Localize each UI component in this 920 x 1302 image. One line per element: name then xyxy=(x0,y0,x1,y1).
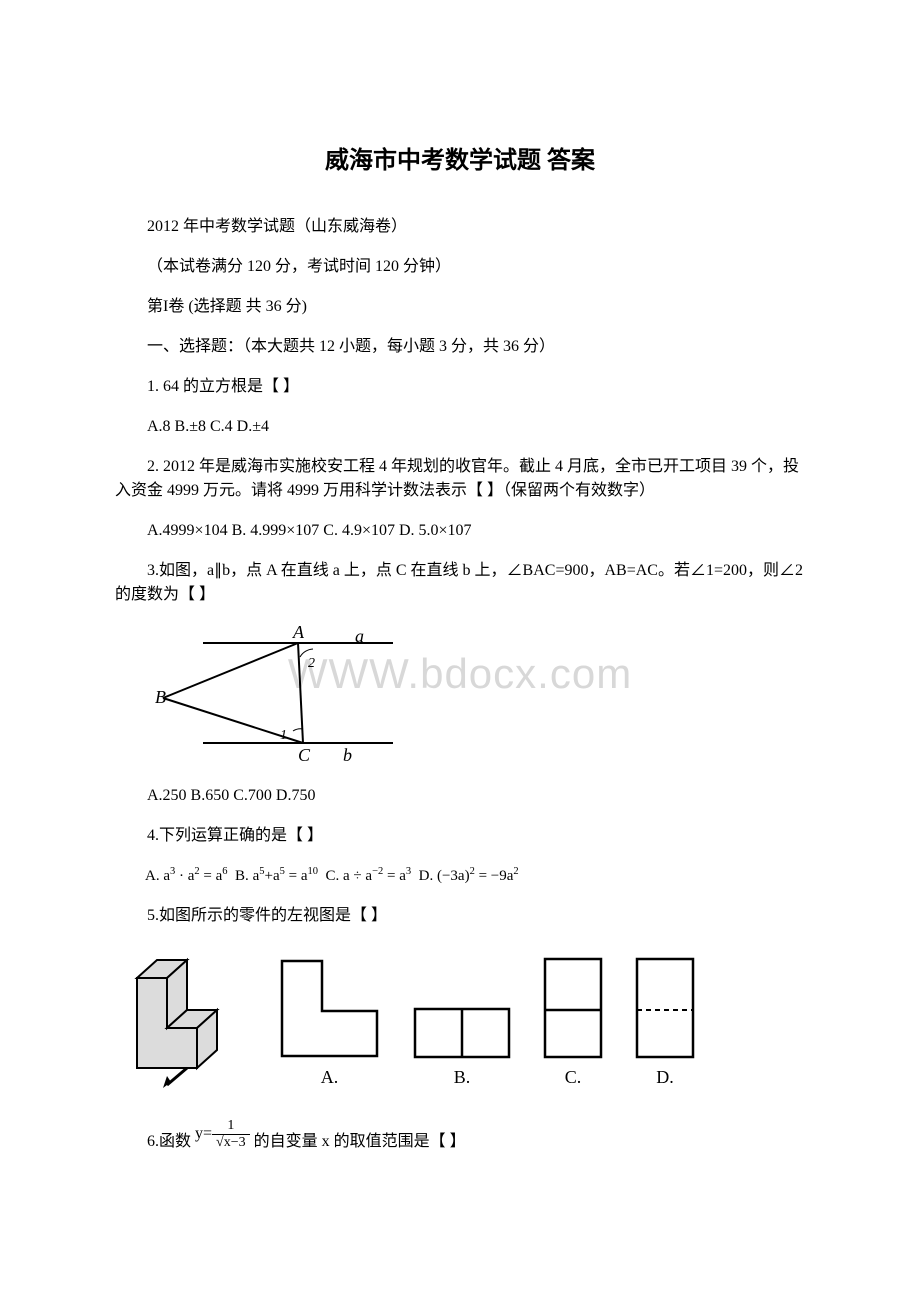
question-5-figures: A. B. C. D. xyxy=(115,948,805,1088)
q6-formula: y=1√x−3 xyxy=(195,1118,250,1151)
label-b: b xyxy=(343,745,352,763)
q5-option-c: C. xyxy=(542,956,604,1088)
question-3: 3.如图，a∥b，点 A 在直线 a 上，点 C 在直线 b 上，∠BAC=90… xyxy=(115,559,805,607)
q5-option-a: A. xyxy=(277,956,382,1088)
question-3-options: A.250 B.650 C.700 D.750 xyxy=(115,784,805,808)
label-B: B xyxy=(155,687,166,707)
section-1-instructions: 一、选择题：（本大题共 12 小题，每小题 3 分，共 36 分） xyxy=(115,335,805,359)
q5-option-b-label: B. xyxy=(454,1067,471,1088)
label-angle2: 2 xyxy=(308,656,315,671)
exam-info: （本试卷满分 120 分，考试时间 120 分钟） xyxy=(115,255,805,279)
question-1: 1. 64 的立方根是【 】 xyxy=(115,375,805,399)
q4-opt-b-expr: a5+a5 = a10 xyxy=(253,868,318,884)
question-2: 2. 2012 年是威海市实施校安工程 4 年规划的收官年。截止 4 月底，全市… xyxy=(115,455,805,503)
q4-opt-c-expr: a ÷ a−2 = a3 xyxy=(343,868,411,884)
question-6: 6.函数 y=1√x−3 的自变量 x 的取值范围是【 】 xyxy=(115,1118,805,1151)
question-5: 5.如图所示的零件的左视图是【 】 xyxy=(115,904,805,928)
question-4-options: A. a3 · a2 = a6 B. a5+a5 = a10 C. a ÷ a−… xyxy=(115,864,805,888)
q4-opt-a-label: A. xyxy=(145,868,160,884)
q4-opt-a-expr: a3 · a2 = a6 xyxy=(163,868,227,884)
label-a: a xyxy=(355,626,364,646)
q5-option-d-label: D. xyxy=(656,1067,674,1088)
q5-option-b: B. xyxy=(412,1006,512,1088)
question-2-options: A.4999×104 B. 4.999×107 C. 4.9×107 D. 5.… xyxy=(115,519,805,543)
q5-solid xyxy=(127,948,247,1088)
question-3-figure: A B C a b 1 2 xyxy=(143,623,805,768)
q6-prefix: 6.函数 xyxy=(115,1127,191,1151)
q4-opt-d-label: D. xyxy=(419,868,434,884)
q4-opt-d-expr: (−3a)2 = −9a2 xyxy=(437,868,519,884)
q5-option-a-label: A. xyxy=(321,1067,339,1088)
label-C: C xyxy=(298,745,311,763)
section-1-header: 第I卷 (选择题 共 36 分) xyxy=(115,295,805,319)
q5-option-d: D. xyxy=(634,956,696,1088)
question-1-options: A.8 B.±8 C.4 D.±4 xyxy=(115,415,805,439)
q6-suffix: 的自变量 x 的取值范围是【 】 xyxy=(254,1127,466,1151)
q4-opt-c-label: C. xyxy=(325,868,339,884)
label-A: A xyxy=(292,623,305,642)
page-title: 威海市中考数学试题 答案 xyxy=(115,140,805,175)
q5-option-c-label: C. xyxy=(565,1067,582,1088)
question-4: 4.下列运算正确的是【 】 xyxy=(115,824,805,848)
q4-opt-b-label: B. xyxy=(235,868,249,884)
label-angle1: 1 xyxy=(280,728,287,743)
subtitle-year: 2012 年中考数学试题（山东威海卷） xyxy=(115,215,805,239)
